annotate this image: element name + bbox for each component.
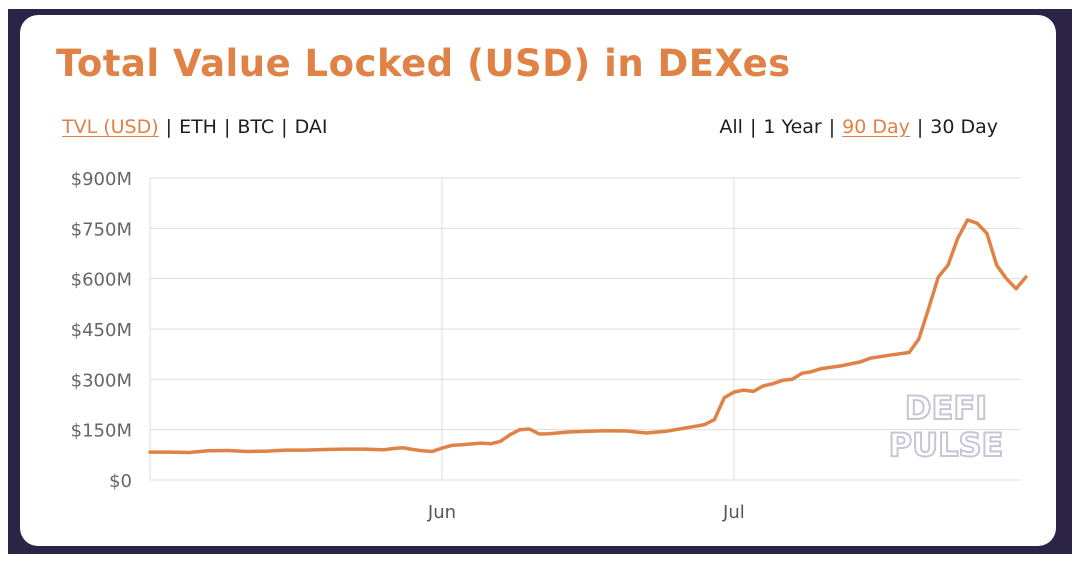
y-tick-label: $600M — [71, 270, 132, 291]
metric-option-eth[interactable]: ETH — [179, 116, 217, 138]
y-tick-label: $750M — [71, 219, 132, 240]
y-tick-label: $150M — [71, 421, 132, 442]
x-axis-ticks: Jun Jul — [427, 502, 745, 523]
range-option-1-year[interactable]: 1 Year — [763, 116, 822, 138]
defi-pulse-watermark: DEFI PULSE — [888, 388, 1005, 465]
x-tick-label: Jul — [722, 502, 745, 523]
chart-card — [20, 15, 1056, 546]
watermark-line-2: PULSE — [889, 426, 1004, 464]
separator: | — [828, 116, 836, 138]
x-tick-label: Jun — [427, 502, 456, 523]
metric-option-tvl-usd[interactable]: TVL (USD) — [62, 116, 159, 138]
range-option-all[interactable]: All — [719, 116, 743, 138]
separator: | — [223, 116, 231, 138]
metric-selector: TVL (USD) | ETH | BTC | DAI — [62, 116, 327, 138]
watermark-line-1: DEFI — [905, 389, 987, 427]
grid-lines — [149, 177, 1021, 481]
y-tick-label: $900M — [71, 169, 132, 190]
y-tick-label: $450M — [71, 320, 132, 341]
separator: | — [916, 116, 924, 138]
metric-option-btc[interactable]: BTC — [237, 116, 275, 138]
separator: | — [281, 116, 288, 138]
y-axis-ticks: $0 $150M $300M $450M $600M $750M $900M — [71, 169, 132, 492]
y-tick-label: $300M — [71, 370, 132, 391]
chart-title: Total Value Locked (USD) in DEXes — [56, 42, 791, 85]
range-option-90-day[interactable]: 90 Day — [842, 116, 910, 138]
separator: | — [165, 116, 173, 138]
range-selector: All | 1 Year | 90 Day | 30 Day — [719, 116, 998, 138]
tvl-series-line — [148, 218, 1028, 455]
series-layer — [148, 218, 1028, 455]
y-tick-label: $0 — [109, 471, 132, 492]
separator: | — [749, 116, 757, 138]
range-option-30-day[interactable]: 30 Day — [930, 116, 998, 138]
metric-option-dai[interactable]: DAI — [294, 116, 328, 138]
